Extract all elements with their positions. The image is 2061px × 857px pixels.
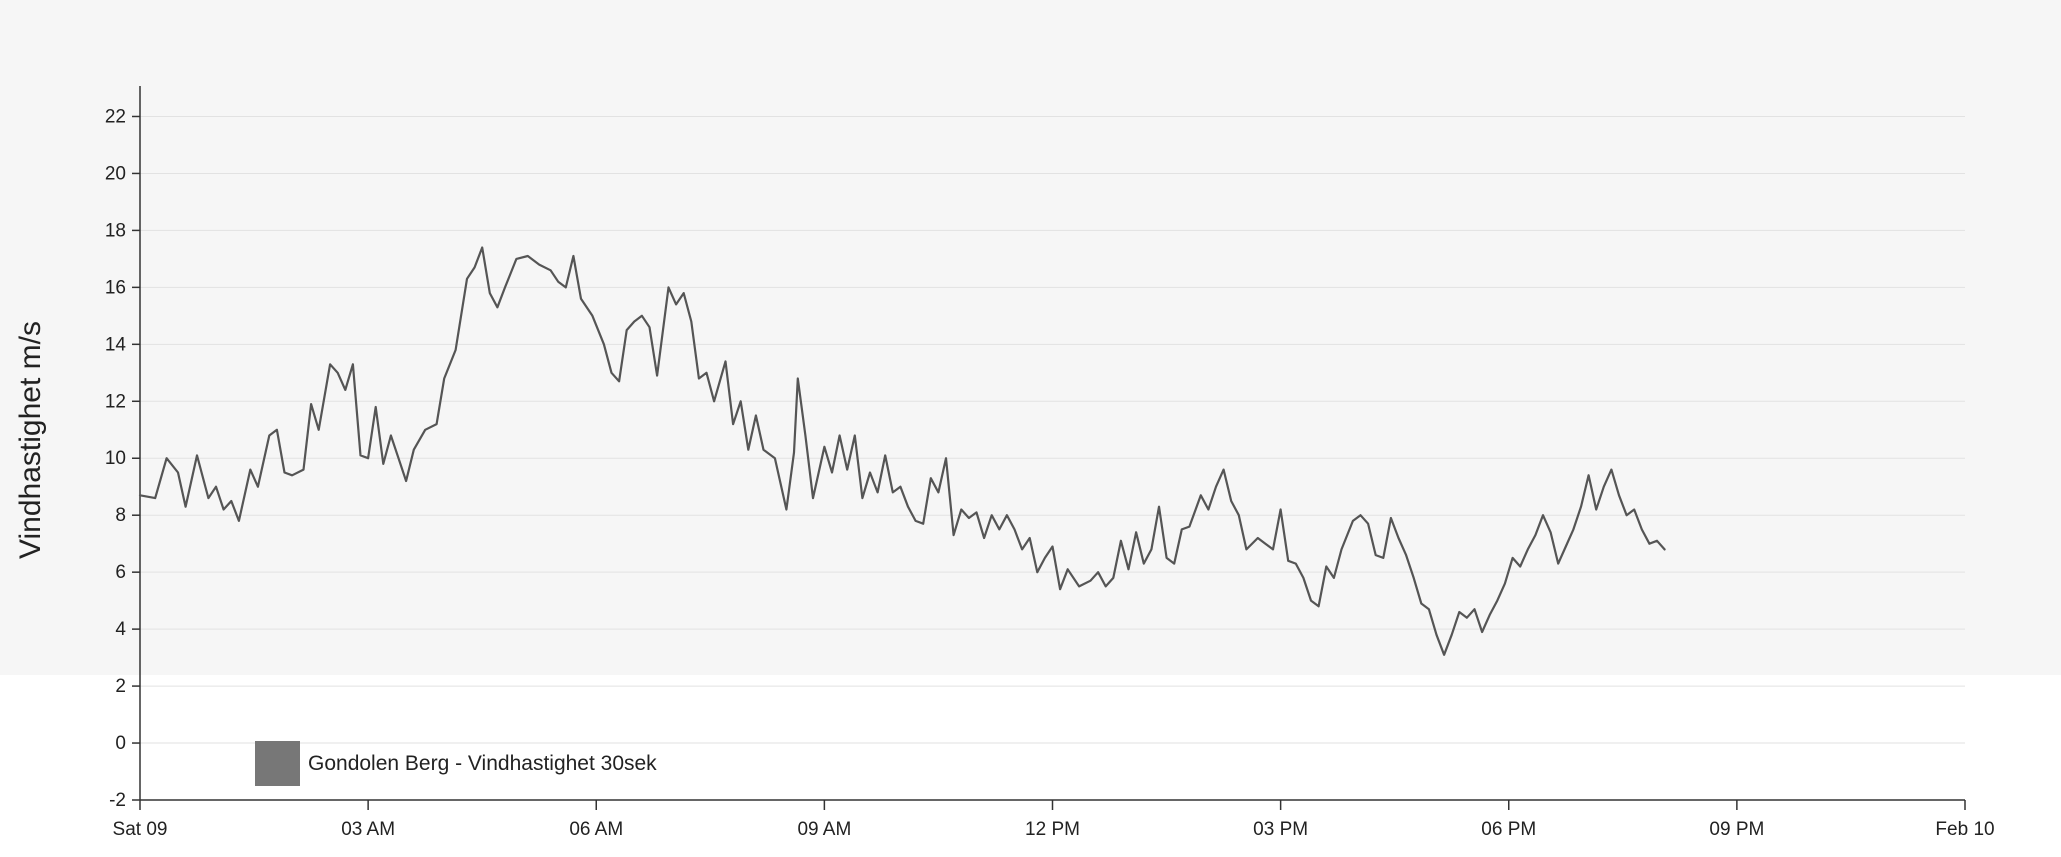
x-tick-label: 12 PM <box>1025 819 1080 840</box>
legend-label: Gondolen Berg - Vindhastighet 30sek <box>308 752 657 775</box>
series-layer <box>138 246 1666 656</box>
x-tick-label: 06 PM <box>1481 819 1536 840</box>
x-tick-label: 06 AM <box>569 819 623 840</box>
x-tick-label: Feb 10 <box>1935 819 1994 840</box>
x-tick-label: 03 PM <box>1253 819 1308 840</box>
x-tick-label: 03 AM <box>341 819 395 840</box>
y-tick-label: 16 <box>105 277 126 298</box>
lower-background <box>0 675 2061 857</box>
y-tick-label: 20 <box>105 163 126 184</box>
x-tick-label: Sat 09 <box>113 819 168 840</box>
y-tick-label: 10 <box>105 448 126 469</box>
y-tick-label: 14 <box>105 334 127 355</box>
y-tick-label: 22 <box>105 106 126 127</box>
y-tick-label: 12 <box>105 391 126 412</box>
y-tick-label: 4 <box>115 619 126 640</box>
legend-swatch <box>255 741 300 786</box>
axes: -2 0 2 4 6 8 10 12 14 16 18 20 22 Sat 09 03 AM 06 AM 09 … <box>105 86 1995 840</box>
y-axis-label: Vindhastighet m/s <box>14 321 47 559</box>
y-tick-label: 2 <box>115 676 126 697</box>
x-tick-label: 09 AM <box>797 819 851 840</box>
plot-background <box>0 0 2061 675</box>
y-tick-label: 6 <box>115 562 126 583</box>
x-tick-label: 09 PM <box>1709 819 1764 840</box>
legend: Gondolen Berg - Vindhastighet 30sek <box>255 741 657 786</box>
y-tick-label: 8 <box>115 505 126 526</box>
y-tick-label: 18 <box>105 220 126 241</box>
grid-lines <box>140 115 1965 801</box>
y-tick-label: 0 <box>115 733 126 754</box>
series-line <box>138 246 1666 656</box>
y-tick-label: -2 <box>109 790 126 811</box>
